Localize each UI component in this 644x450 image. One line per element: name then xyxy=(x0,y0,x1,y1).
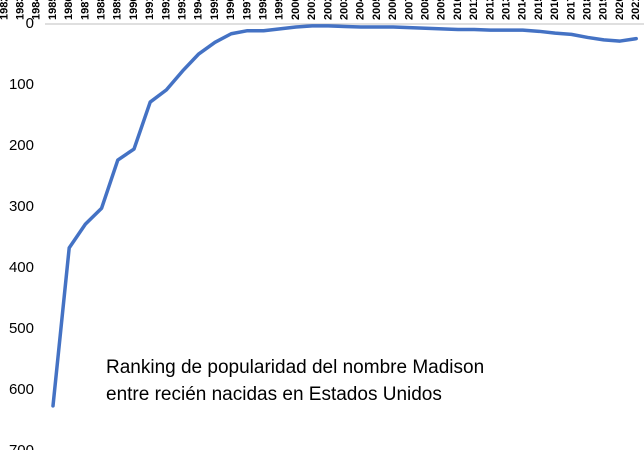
x-tick-label: 1982 xyxy=(0,0,10,20)
x-tick-label: 2004 xyxy=(355,0,367,20)
x-tick-label: 1996 xyxy=(225,0,237,20)
x-tick-label: 2011 xyxy=(468,0,480,20)
x-tick-label: 1998 xyxy=(258,0,270,20)
x-tick-label: 2020 xyxy=(614,0,626,20)
x-tick-label: 2017 xyxy=(565,0,577,20)
line xyxy=(51,24,638,408)
y-tick-label: 500 xyxy=(9,320,34,337)
x-tick-label: 1989 xyxy=(112,0,124,20)
x-tick-label: 2012 xyxy=(484,0,496,20)
x-tick-label: 1999 xyxy=(274,0,286,20)
x-tick-label: 2021 xyxy=(630,0,642,20)
x-tick-label: 2007 xyxy=(403,0,415,20)
x-tick-label: 2003 xyxy=(339,0,351,20)
x-tick-label: 2009 xyxy=(436,0,448,20)
x-tick-label: 1983 xyxy=(15,0,27,20)
x-tick-label: 1991 xyxy=(144,0,156,20)
x-tick-label: 1985 xyxy=(47,0,59,20)
y-tick-label: 600 xyxy=(9,381,34,398)
y-tick-label: 300 xyxy=(9,198,34,215)
x-tick-label: 2014 xyxy=(517,0,529,20)
x-tick-label: 1990 xyxy=(128,0,140,20)
y-tick-label: 400 xyxy=(9,259,34,276)
y-tick-label: 200 xyxy=(9,137,34,154)
x-tick-label: 2015 xyxy=(533,0,545,20)
x-tick-label: 2005 xyxy=(371,0,383,20)
x-tick-label: 2006 xyxy=(387,0,399,20)
x-tick-label: 1987 xyxy=(79,0,91,20)
y-tick-label: 700 xyxy=(9,442,34,450)
y-tick-label: 100 xyxy=(9,76,34,93)
x-tick-label: 2013 xyxy=(501,0,513,20)
y-tick-label: 0 xyxy=(26,15,34,32)
x-tick-label: 1994 xyxy=(193,0,205,20)
annotation: entre recién nacidas en Estados Unidos xyxy=(106,384,442,405)
x-tick-label: 1995 xyxy=(209,0,221,20)
x-tick-label: 1997 xyxy=(241,0,253,20)
x-tick-label: 2010 xyxy=(452,0,464,20)
x-tick-label: 1984 xyxy=(31,0,43,20)
x-labels: 1982 1983 1984 1985 1986 1987 1988 1989 1990 1991… xyxy=(0,0,642,20)
x-tick-label: 2002 xyxy=(322,0,334,20)
x-tick-label: 2016 xyxy=(549,0,561,20)
x-tick-label: 2019 xyxy=(598,0,610,20)
x-tick-label: 1993 xyxy=(177,0,189,20)
x-tick-label: 2000 xyxy=(290,0,302,20)
x-tick-label: 2008 xyxy=(420,0,432,20)
x-tick-label: 2001 xyxy=(306,0,318,20)
x-tick-label: 1988 xyxy=(96,0,108,20)
x-tick-label: 2018 xyxy=(582,0,594,20)
x-tick-label: 1986 xyxy=(63,0,75,20)
annotation: Ranking de popularidad del nombre Madiso… xyxy=(106,357,484,378)
x-tick-label: 1992 xyxy=(160,0,172,20)
